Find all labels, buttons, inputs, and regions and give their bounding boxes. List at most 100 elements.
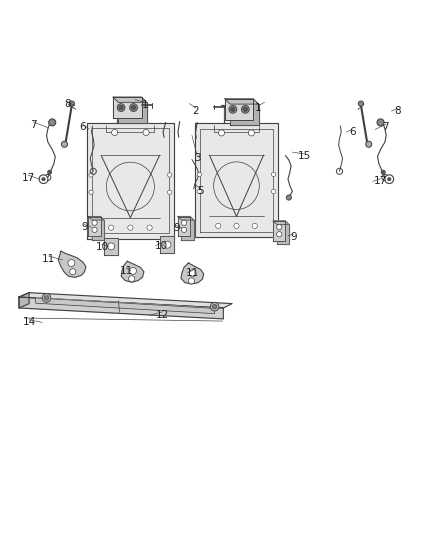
Polygon shape (273, 221, 286, 240)
Circle shape (129, 276, 135, 282)
Text: 7: 7 (30, 119, 37, 130)
Circle shape (241, 106, 249, 113)
Circle shape (119, 106, 123, 110)
Polygon shape (104, 238, 118, 255)
Circle shape (252, 223, 258, 229)
Circle shape (377, 119, 384, 126)
Circle shape (277, 224, 282, 230)
Circle shape (39, 175, 48, 183)
Polygon shape (277, 224, 289, 244)
Polygon shape (178, 216, 194, 220)
Polygon shape (58, 251, 86, 277)
Circle shape (70, 269, 76, 275)
Text: 17: 17 (374, 176, 387, 187)
Circle shape (42, 294, 51, 302)
Circle shape (272, 189, 276, 193)
Circle shape (212, 304, 217, 309)
Text: 9: 9 (81, 222, 88, 232)
Circle shape (61, 141, 67, 147)
Circle shape (181, 220, 187, 225)
Text: 1: 1 (141, 100, 148, 110)
Text: 9: 9 (290, 232, 297, 242)
Circle shape (388, 177, 391, 181)
Circle shape (234, 223, 239, 229)
Circle shape (272, 172, 276, 176)
Polygon shape (19, 293, 232, 308)
Circle shape (381, 170, 385, 174)
Circle shape (42, 177, 45, 181)
Circle shape (366, 141, 372, 147)
Circle shape (188, 278, 194, 284)
Text: 11: 11 (120, 266, 133, 276)
Circle shape (68, 260, 75, 266)
Circle shape (92, 220, 97, 225)
Circle shape (167, 173, 172, 177)
Circle shape (89, 173, 93, 177)
Circle shape (92, 227, 97, 232)
Circle shape (143, 130, 149, 135)
Text: 15: 15 (297, 151, 311, 161)
Circle shape (248, 130, 254, 136)
Text: 5: 5 (198, 187, 204, 196)
Text: 3: 3 (194, 153, 201, 163)
Circle shape (47, 170, 52, 174)
Circle shape (49, 119, 56, 126)
Polygon shape (181, 220, 194, 240)
Circle shape (167, 190, 172, 195)
Polygon shape (87, 123, 174, 239)
Circle shape (131, 106, 136, 110)
Circle shape (108, 243, 115, 250)
Text: 2: 2 (193, 106, 199, 116)
Circle shape (385, 175, 394, 183)
Text: 7: 7 (382, 122, 389, 132)
Circle shape (231, 107, 235, 111)
Circle shape (219, 130, 225, 136)
Circle shape (286, 195, 291, 200)
Polygon shape (273, 221, 289, 224)
Text: 6: 6 (349, 127, 356, 137)
Circle shape (128, 225, 133, 230)
Polygon shape (19, 297, 223, 319)
Polygon shape (225, 99, 258, 104)
Circle shape (117, 103, 125, 111)
Polygon shape (178, 216, 190, 236)
Polygon shape (181, 263, 204, 284)
Text: 8: 8 (394, 106, 400, 116)
Circle shape (197, 172, 201, 176)
Polygon shape (121, 261, 144, 282)
Text: 11: 11 (186, 268, 199, 278)
Polygon shape (113, 97, 141, 118)
Polygon shape (160, 236, 174, 253)
Polygon shape (35, 298, 215, 313)
Circle shape (358, 101, 364, 106)
Polygon shape (195, 123, 278, 237)
Polygon shape (118, 102, 147, 123)
Text: 9: 9 (173, 223, 180, 233)
Polygon shape (88, 216, 101, 236)
Text: 6: 6 (79, 122, 86, 132)
Circle shape (69, 101, 74, 106)
Circle shape (112, 130, 118, 135)
Text: 1: 1 (255, 103, 261, 114)
Text: 14: 14 (22, 317, 36, 327)
Circle shape (181, 227, 187, 232)
Text: 10: 10 (95, 242, 109, 252)
Circle shape (189, 270, 196, 277)
Polygon shape (88, 216, 104, 220)
Polygon shape (230, 104, 258, 125)
Circle shape (164, 241, 171, 248)
Polygon shape (225, 99, 253, 120)
Text: 17: 17 (21, 173, 35, 183)
Polygon shape (19, 293, 29, 308)
Circle shape (130, 268, 137, 274)
Circle shape (229, 106, 237, 113)
Circle shape (197, 189, 201, 193)
Text: 8: 8 (64, 99, 71, 109)
Circle shape (109, 225, 114, 230)
Text: 10: 10 (155, 240, 168, 251)
Circle shape (89, 190, 93, 195)
Circle shape (210, 302, 219, 311)
Polygon shape (113, 97, 147, 102)
Polygon shape (92, 220, 104, 240)
Circle shape (277, 232, 282, 237)
